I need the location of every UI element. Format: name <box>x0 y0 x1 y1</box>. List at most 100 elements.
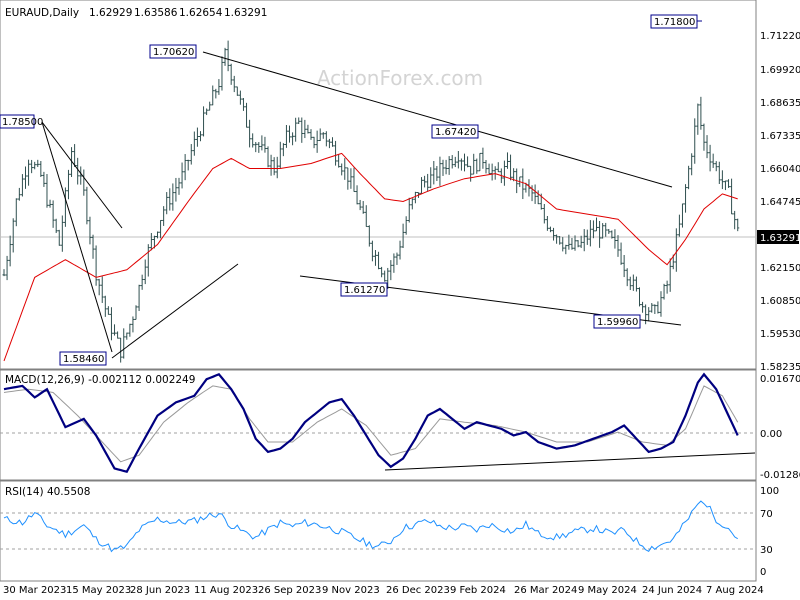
ohlc-bar <box>281 143 285 157</box>
macd-current-label: 0.00 <box>760 429 782 440</box>
ohlc-bar <box>97 278 101 296</box>
ohlc-bar <box>567 234 571 250</box>
price-tick-label: 1.62150 <box>760 263 800 274</box>
current-price-box <box>757 230 799 244</box>
ohlc-bar <box>5 255 9 281</box>
date-tick-label: 15 May 2023 <box>66 585 131 596</box>
ohlc-bar <box>475 158 479 174</box>
ohlc-bar <box>189 144 193 165</box>
ohlc-bar <box>389 260 393 281</box>
ohlc-bar <box>45 174 49 208</box>
ohlc-bar <box>76 157 80 185</box>
price-tick-label: 1.68635 <box>760 98 800 109</box>
ohlc-bar <box>241 98 245 111</box>
rsi-tick-label: 70 <box>760 509 773 520</box>
ohlc-bar <box>377 251 381 270</box>
ohlc-bar <box>232 75 236 93</box>
ohlc-bar <box>668 258 672 292</box>
ohlc-bar <box>684 184 688 213</box>
trendline <box>111 263 239 359</box>
ohlc-bar <box>20 174 24 197</box>
ohlc-bar <box>119 337 123 363</box>
ohlc-bar <box>696 103 700 135</box>
ohlc-bar <box>260 135 264 151</box>
ohlc-bar <box>122 328 126 359</box>
ohlc-bar <box>177 177 181 195</box>
price-tick-label: 1.58235 <box>760 362 800 373</box>
macd-signal-line <box>3 385 739 463</box>
ohlc-bar <box>561 237 565 252</box>
ohlc-bar <box>315 130 319 153</box>
ohlc-bar <box>36 159 40 168</box>
ohlc-bar <box>441 159 445 176</box>
ohlc-bar <box>202 106 206 137</box>
ohlc-bar <box>337 154 341 168</box>
ohlc-bar <box>355 185 359 205</box>
ohlc-bar <box>444 159 448 175</box>
ohlc-bar <box>131 316 135 333</box>
ohlc-bar <box>410 198 414 210</box>
ohlc-bar <box>14 198 18 227</box>
ohlc-bar <box>269 154 273 176</box>
ohlc-bar <box>542 204 546 224</box>
ohlc-bar <box>303 119 307 139</box>
ohlc-bar <box>113 324 117 336</box>
ohlc-bar <box>300 117 304 143</box>
ohlc-bar <box>174 177 178 202</box>
ohlc-bar <box>478 152 482 172</box>
price-bars <box>2 40 740 363</box>
ohlc-bar <box>373 250 377 266</box>
ohlc-bar <box>665 280 669 294</box>
ohlc-bar <box>634 276 638 292</box>
ohlc-bar <box>496 162 500 173</box>
ohlc-open: 1.62929 <box>89 7 132 19</box>
ohlc-bar <box>616 235 620 257</box>
ohlc-bar <box>674 228 678 272</box>
ohlc-bar <box>2 269 6 277</box>
ohlc-bar <box>576 240 580 248</box>
ohlc-bar <box>66 169 70 200</box>
ohlc-bar <box>472 153 476 175</box>
ohlc-bar <box>717 161 721 185</box>
ohlc-bar <box>469 165 473 182</box>
ohlc-bar <box>736 218 740 232</box>
ohlc-bar <box>106 306 110 315</box>
rsi-tick-label: 100 <box>760 486 779 497</box>
ohlc-bar <box>223 47 227 66</box>
ohlc-header: 1.62929 1.63586 1.62654 1.63291 <box>89 7 267 19</box>
ohlc-bar <box>208 101 212 111</box>
ohlc-bar <box>275 156 279 179</box>
ohlc-bar <box>598 220 602 248</box>
ohlc-bar <box>429 167 433 189</box>
ohlc-bar <box>327 138 331 149</box>
ohlc-bar <box>306 124 310 134</box>
rsi-title: RSI(14) 40.5508 <box>5 486 90 498</box>
date-tick-label: 26 Sep 2023 <box>258 585 321 596</box>
ohlc-bar <box>309 129 313 140</box>
ohlc-bar <box>582 229 586 252</box>
price-panel: ActionForex.com EURAUD,Daily 1.62929 1.6… <box>0 0 800 373</box>
ohlc-bar <box>297 117 301 124</box>
ohlc-bar <box>604 222 608 237</box>
annotation-label: 1.78500 <box>2 117 43 128</box>
rsi-tick-label: 0 <box>760 567 766 578</box>
ohlc-bar <box>711 153 715 168</box>
ohlc-bar <box>509 154 513 181</box>
ohlc-bar <box>490 163 494 181</box>
annotation-box <box>149 44 197 59</box>
ohlc-bar <box>650 303 654 313</box>
ohlc-bar <box>248 119 252 148</box>
ohlc-bar <box>662 283 666 300</box>
annotation-label: 1.59960 <box>597 317 638 328</box>
trendline <box>202 51 673 188</box>
date-tick-label: 24 Jun 2024 <box>642 585 702 596</box>
ohlc-bar <box>404 216 408 235</box>
current-price-label: 1.63291 <box>760 233 800 244</box>
ohlc-bar <box>687 165 691 190</box>
price-tick-label: 1.64745 <box>760 197 800 208</box>
macd-current-box <box>757 427 799 441</box>
ohlc-bar <box>438 156 442 186</box>
ohlc-bar <box>727 179 731 188</box>
ohlc-bar <box>395 252 399 265</box>
ohlc-bar <box>637 287 641 307</box>
